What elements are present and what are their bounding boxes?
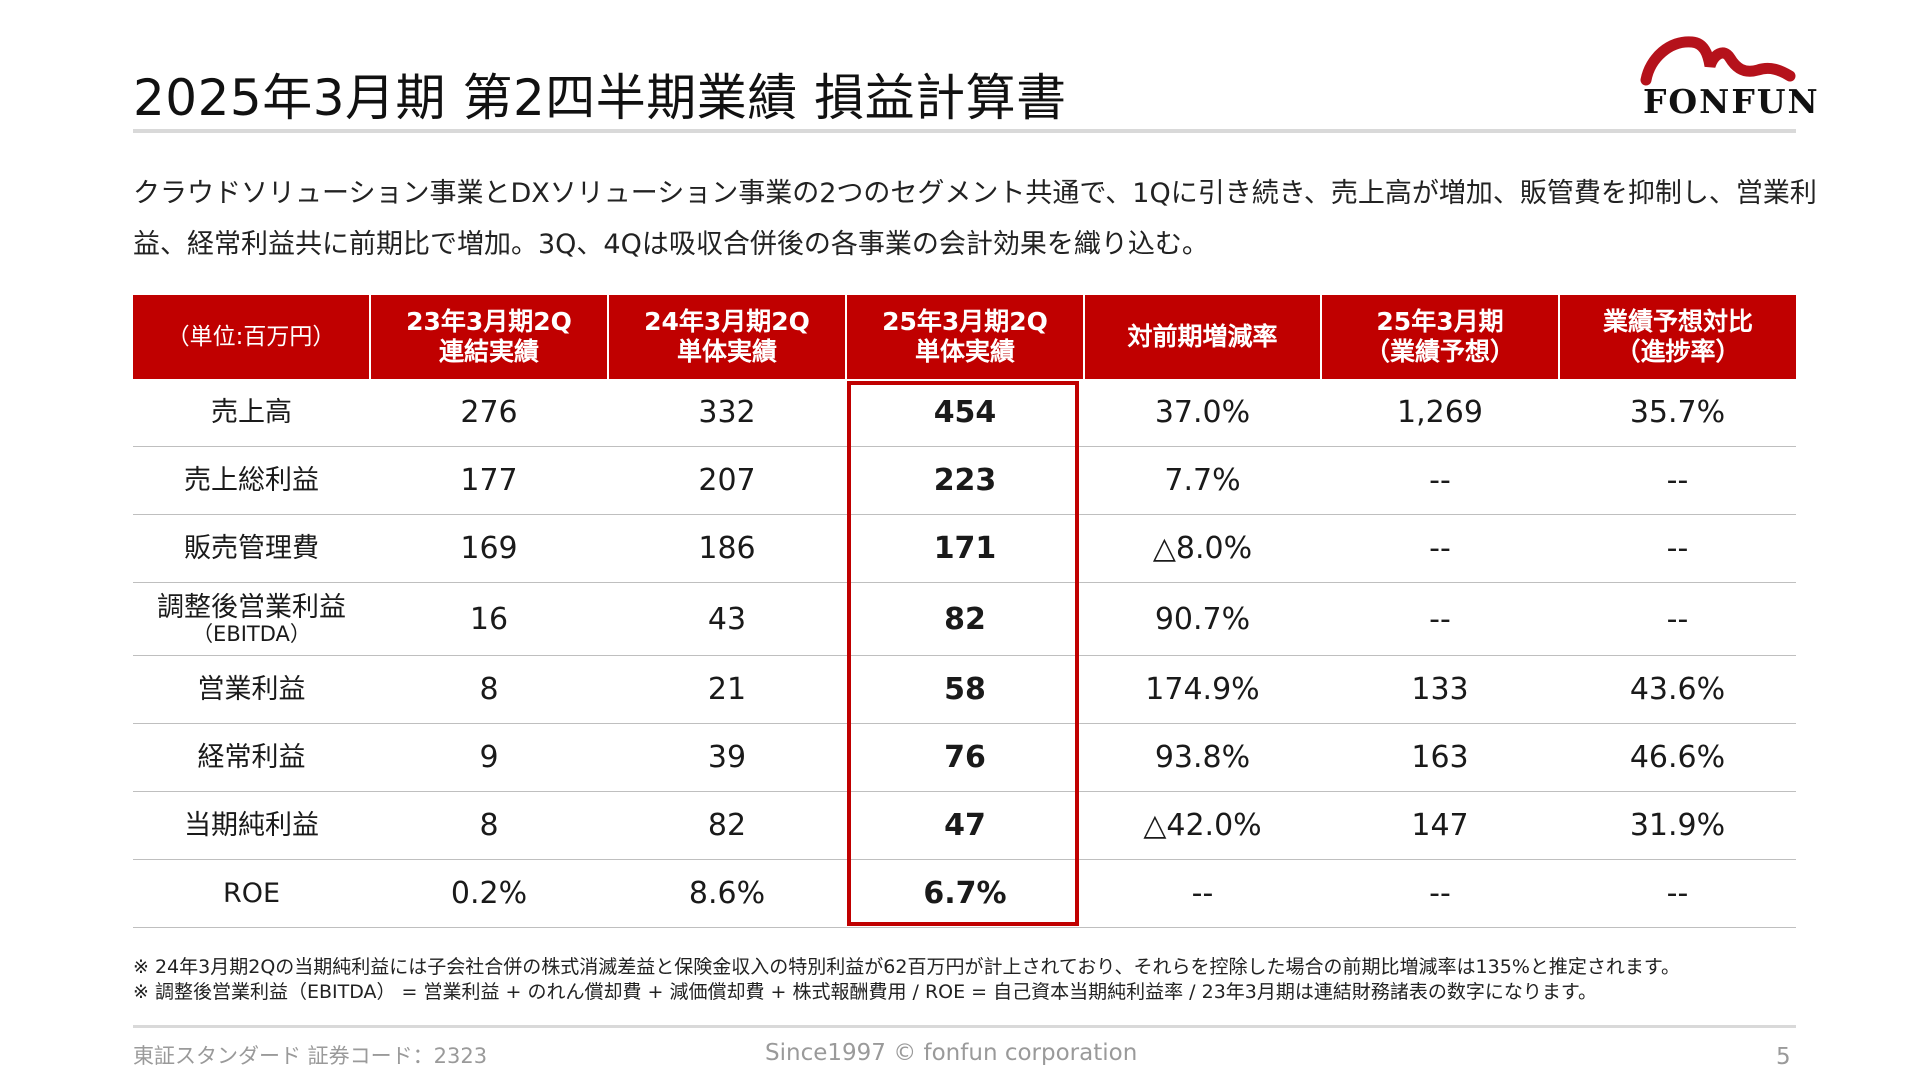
table-row: 経常利益 9 39 76 93.8% 163 46.6% <box>133 723 1796 792</box>
table-cell: 332 <box>608 379 846 447</box>
table-row: 調整後営業利益 （EBITDA） 16 43 82 90.7% -- -- <box>133 582 1796 656</box>
table-cell: 58 <box>846 655 1084 724</box>
table-cell: 207 <box>608 446 846 515</box>
table-cell: -- <box>1321 582 1559 656</box>
row-label: 営業利益 <box>133 655 370 724</box>
table-cell: 16 <box>370 582 608 656</box>
table-cell: 47 <box>846 791 1084 860</box>
table-cell: 9 <box>370 723 608 792</box>
header-unit: （単位:百万円） <box>133 295 370 379</box>
header-yoy-change: 対前期増減率 <box>1083 295 1321 379</box>
brand-logo-text: FONFUN <box>1643 82 1820 121</box>
table-cell: 82 <box>608 791 846 860</box>
table-cell: 276 <box>370 379 608 447</box>
footnotes: ※ 24年3月期2Qの当期純利益には子会社合併の株式消滅差益と保険金収入の特別利… <box>133 955 1833 1005</box>
title-divider <box>133 129 1796 133</box>
row-label: 調整後営業利益 （EBITDA） <box>133 582 370 656</box>
table-cell: 7.7% <box>1084 446 1321 515</box>
footnote-1: ※ 24年3月期2Qの当期純利益には子会社合併の株式消滅差益と保険金収入の特別利… <box>133 956 1680 978</box>
table-cell: 82 <box>846 582 1084 656</box>
table-cell: 43.6% <box>1559 655 1796 724</box>
row-label: ROE <box>133 859 370 928</box>
table-cell: 186 <box>608 514 846 583</box>
table-cell: 174.9% <box>1084 655 1321 724</box>
table-cell: 1,269 <box>1321 379 1559 447</box>
table-cell: 147 <box>1321 791 1559 860</box>
table-cell: -- <box>1321 859 1559 928</box>
row-label: 経常利益 <box>133 723 370 792</box>
table-cell: 46.6% <box>1559 723 1796 792</box>
table-row: 当期純利益 8 82 47 △42.0% 147 31.9% <box>133 791 1796 860</box>
summary-line-2: 益、経常利益共に前期比で増加。3Q、4Qは吸収合併後の各事業の会計効果を織り込む… <box>133 229 1209 260</box>
brand-logo-mark <box>1640 36 1796 86</box>
table-cell: 90.7% <box>1084 582 1321 656</box>
table-cell: -- <box>1559 514 1796 583</box>
footer-stock-code: 東証スタンダード 証券コード：2323 <box>133 1044 488 1068</box>
table-cell: 43 <box>608 582 846 656</box>
table-cell: 0.2% <box>370 859 608 928</box>
table-cell: 35.7% <box>1559 379 1796 447</box>
table-cell: 8 <box>370 655 608 724</box>
table-cell: △42.0% <box>1084 791 1321 860</box>
table-row: 営業利益 8 21 58 174.9% 133 43.6% <box>133 655 1796 724</box>
table-cell: 76 <box>846 723 1084 792</box>
table-cell: △8.0% <box>1084 514 1321 583</box>
table-cell: 177 <box>370 446 608 515</box>
table-cell: -- <box>1084 859 1321 928</box>
footer-divider <box>133 1025 1796 1028</box>
header-fy25-forecast: 25年3月期 （業績予想） <box>1320 295 1559 379</box>
header-fy23-q2: 23年3月期2Q 連結実績 <box>369 295 608 379</box>
table-cell: 223 <box>846 446 1084 515</box>
table-cell: 39 <box>608 723 846 792</box>
table-cell: 21 <box>608 655 846 724</box>
row-label: 売上総利益 <box>133 446 370 515</box>
table-cell: -- <box>1559 859 1796 928</box>
header-progress: 業績予想対比 （進捗率） <box>1558 295 1796 379</box>
table-row: 販売管理費 169 186 171 △8.0% -- -- <box>133 514 1796 583</box>
table-cell: 93.8% <box>1084 723 1321 792</box>
table-cell: -- <box>1321 446 1559 515</box>
table-cell: 6.7% <box>846 859 1084 928</box>
table-cell: 169 <box>370 514 608 583</box>
table-cell: 171 <box>846 514 1084 583</box>
summary-text: クラウドソリューション事業とDXソリューション事業の2つのセグメント共通で、1Q… <box>133 168 1817 270</box>
page-number: 5 <box>1776 1044 1791 1070</box>
row-label: 当期純利益 <box>133 791 370 860</box>
page-title: 2025年3月期 第2四半期業績 損益計算書 <box>133 69 1067 127</box>
footer-copyright: Since1997 © fonfun corporation <box>765 1040 1138 1066</box>
summary-line-1: クラウドソリューション事業とDXソリューション事業の2つのセグメント共通で、1Q… <box>133 178 1817 209</box>
footnote-2: ※ 調整後営業利益（EBITDA） = 営業利益 + のれん償却費 + 減価償却… <box>133 981 1597 1003</box>
table-cell: 8 <box>370 791 608 860</box>
table-row: ROE 0.2% 8.6% 6.7% -- -- -- <box>133 859 1796 928</box>
header-fy24-q2: 24年3月期2Q 単体実績 <box>607 295 846 379</box>
table-header-row: （単位:百万円） 23年3月期2Q 連結実績 24年3月期2Q 単体実績 25年3月… <box>133 295 1796 379</box>
table-cell: -- <box>1559 582 1796 656</box>
table-cell: 163 <box>1321 723 1559 792</box>
header-fy25-q2: 25年3月期2Q 単体実績 <box>845 295 1084 379</box>
table-cell: 454 <box>846 379 1084 447</box>
table-cell: -- <box>1559 446 1796 515</box>
table-row: 売上総利益 177 207 223 7.7% -- -- <box>133 446 1796 515</box>
table-cell: 8.6% <box>608 859 846 928</box>
income-statement-table: （単位:百万円） 23年3月期2Q 連結実績 24年3月期2Q 単体実績 25年3月… <box>133 295 1796 928</box>
table-cell: 31.9% <box>1559 791 1796 860</box>
row-label: 販売管理費 <box>133 514 370 583</box>
table-cell: 133 <box>1321 655 1559 724</box>
table-cell: 37.0% <box>1084 379 1321 447</box>
table-cell: -- <box>1321 514 1559 583</box>
table-row: 売上高 276 332 454 37.0% 1,269 35.7% <box>133 379 1796 447</box>
row-label: 売上高 <box>133 379 370 447</box>
